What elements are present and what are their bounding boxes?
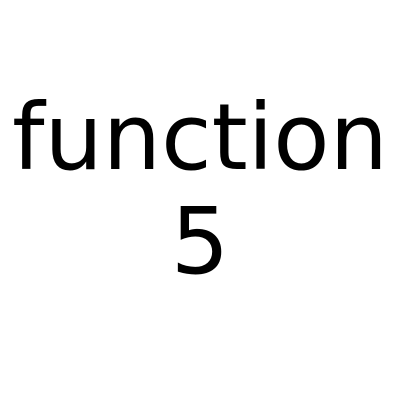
number-five: 5	[170, 188, 230, 295]
word-function: function	[12, 84, 388, 191]
